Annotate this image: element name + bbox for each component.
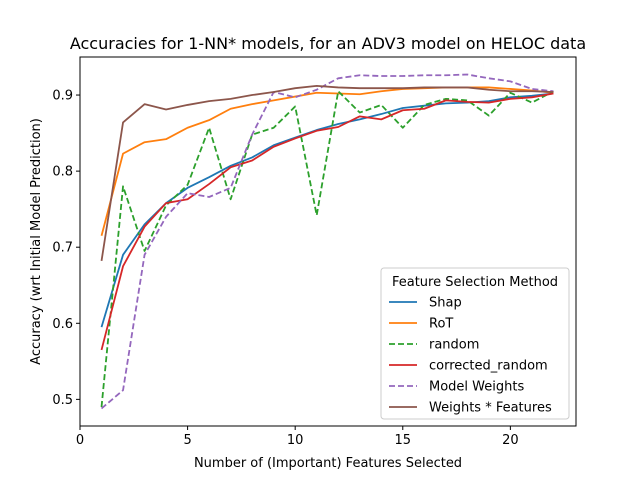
legend-entry-label: random	[429, 338, 479, 353]
y-tick-label: 0.7	[52, 241, 73, 256]
x-axis-label: Number of (Important) Features Selected	[194, 456, 462, 471]
series-line-corrected-random	[100, 92, 554, 351]
legend-entry-label: Model Weights	[429, 380, 524, 395]
x-tick-label: 10	[287, 433, 304, 448]
x-tick-label: 20	[502, 433, 519, 448]
legend-title: Feature Selection Method	[392, 275, 558, 290]
y-tick-label: 0.8	[52, 165, 73, 180]
x-tick-label: 0	[76, 433, 84, 448]
series-line-model-weights	[100, 73, 554, 410]
legend: Feature Selection Method Shap RoT random cor…	[380, 267, 570, 420]
axis-ticks: 0 5 10 15 20 0.5 0.6 0.7 0.8 0.9	[52, 89, 518, 448]
legend-box	[380, 267, 570, 420]
plot-area	[100, 73, 554, 410]
series-line-random	[100, 90, 554, 408]
x-tick-label: 15	[395, 433, 412, 448]
y-tick-label: 0.6	[52, 317, 73, 332]
series-line-rot	[100, 86, 554, 237]
x-tick-label: 5	[183, 433, 191, 448]
plot-frame	[79, 56, 577, 427]
chart-title: Accuracies for 1-NN* models, for an ADV3…	[70, 34, 586, 53]
legend-entry-label: RoT	[429, 317, 453, 332]
legend-entry-label: Weights * Features	[429, 401, 552, 416]
legend-entry-label: Shap	[429, 296, 462, 311]
y-tick-label: 0.9	[52, 89, 73, 104]
series-line-weights-features	[100, 85, 554, 262]
y-axis-label: Accuracy (wrt Initial Model Prediction)	[29, 118, 44, 365]
legend-entry-label: corrected_random	[429, 359, 548, 374]
y-tick-label: 0.5	[52, 393, 73, 408]
